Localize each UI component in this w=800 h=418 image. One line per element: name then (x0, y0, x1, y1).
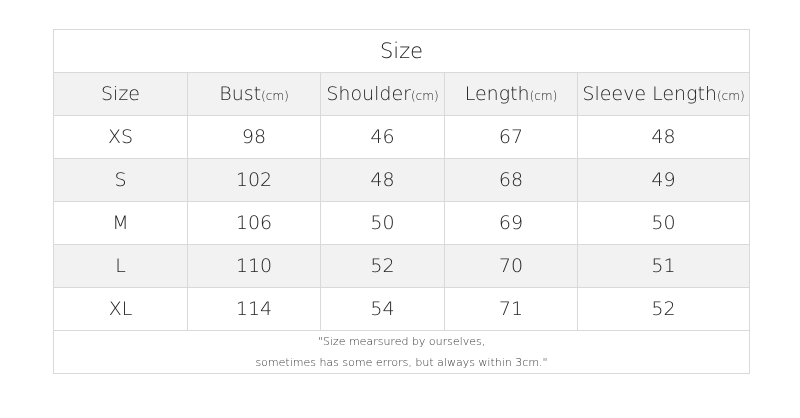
table-title: Size (52, 29, 751, 73)
table-cell: 114 (187, 287, 321, 331)
column-label: Bust (219, 83, 262, 105)
column-label: Sleeve Length (582, 83, 717, 105)
column-header: Size (53, 72, 188, 116)
table-cell: 52 (320, 244, 445, 288)
table-cell: 51 (576, 244, 751, 288)
table-cell: 54 (320, 287, 445, 331)
table-cell: 50 (320, 201, 445, 245)
table-row: S 102 48 68 49 (53, 158, 751, 202)
table-cell: 68 (444, 158, 578, 202)
table-row: XS 98 46 67 48 (53, 115, 751, 159)
table-cell: 50 (576, 201, 751, 245)
table-row: L 110 52 70 51 (53, 244, 751, 288)
table-cell: XS (53, 115, 188, 159)
column-label: Size (100, 83, 140, 105)
table-cell: M (53, 201, 188, 245)
table-cell: 69 (444, 201, 578, 245)
note-row: "Size mearsured by ourselves, sometimes h… (52, 330, 751, 374)
column-label: Length (464, 83, 530, 105)
table-row: XL 114 54 71 52 (53, 287, 751, 331)
table-cell: XL (53, 287, 188, 331)
table-cell: 71 (444, 287, 578, 331)
table-cell: 106 (187, 201, 321, 245)
table-cell: 110 (187, 244, 321, 288)
table-cell: 70 (444, 244, 578, 288)
column-unit: (cm) (529, 89, 558, 103)
table-cell: L (53, 244, 188, 288)
size-chart-table: Size Size Bust(cm) Shoulder(cm) Length(cm) S… (52, 29, 751, 374)
note-line-1: "Size mearsured by ourselves, (317, 335, 486, 348)
table-cell: 67 (444, 115, 578, 159)
table-cell: 48 (576, 115, 751, 159)
column-unit: (cm) (716, 89, 745, 103)
column-header: Shoulder(cm) (320, 72, 445, 116)
note-line-2: sometimes has some errors, but always wi… (255, 356, 548, 369)
header-row: Size Bust(cm) Shoulder(cm) Length(cm) Sleeve… (53, 72, 751, 116)
column-unit: (cm) (261, 89, 289, 103)
title-row: Size (52, 29, 751, 73)
measurement-note: "Size mearsured by ourselves, sometimes h… (52, 330, 751, 374)
column-header: Sleeve Length(cm) (576, 72, 751, 116)
column-header: Bust(cm) (187, 72, 321, 116)
table-cell: 48 (320, 158, 445, 202)
table-cell: 52 (576, 287, 751, 331)
table-row: M 106 50 69 50 (53, 201, 751, 245)
column-label: Shoulder (326, 83, 411, 105)
table-cell: S (53, 158, 188, 202)
table-cell: 46 (320, 115, 445, 159)
column-unit: (cm) (410, 89, 439, 103)
table-cell: 102 (187, 158, 321, 202)
column-header: Length(cm) (444, 72, 578, 116)
table-cell: 49 (576, 158, 751, 202)
table-cell: 98 (187, 115, 321, 159)
